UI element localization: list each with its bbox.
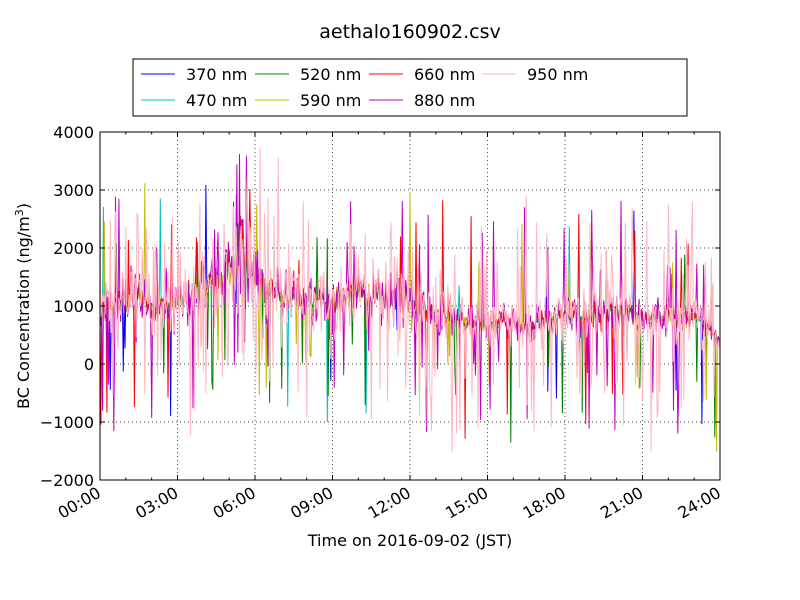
chart-title: aethalo160902.csv [319, 21, 501, 43]
series-line-950-nm [100, 147, 720, 452]
x-tick-label: 09:00 [287, 483, 336, 523]
x-tick-label: 06:00 [210, 483, 259, 523]
y-axis-label: BC Concentration (ng/m3) [13, 203, 33, 409]
x-axis-label: Time on 2016-09-02 (JST) [307, 531, 512, 550]
x-tick-label: 18:00 [520, 483, 569, 523]
legend: 370 nm 470 nm 520 nm 590 nm 660 nm 880 nm 950 … [132, 58, 688, 117]
series-layer [100, 147, 720, 452]
legend-box [132, 58, 688, 117]
y-tick-label: −1000 [40, 413, 94, 432]
y-tick-label: 4000 [53, 123, 94, 142]
legend-label: 590 nm [300, 91, 361, 110]
x-tick-label: 03:00 [132, 483, 181, 523]
series-line-590-nm [100, 183, 720, 452]
y-tick-label: 2000 [53, 239, 94, 258]
legend-label: 660 nm [414, 65, 475, 84]
legend-label: 370 nm [186, 65, 247, 84]
y-tick-label: −2000 [40, 471, 94, 490]
x-tick-label: 15:00 [442, 483, 491, 523]
y-tick-label: 0 [84, 355, 94, 374]
x-tick-label: 24:00 [675, 483, 724, 523]
x-tick-label: 21:00 [597, 483, 646, 523]
x-tick-label: 12:00 [365, 483, 414, 523]
legend-label: 470 nm [186, 91, 247, 110]
legend-label: 520 nm [300, 65, 361, 84]
y-tick-label: 3000 [53, 181, 94, 200]
legend-label: 950 nm [527, 65, 588, 84]
y-axis-label-main: BC Concentration (ng/m [14, 216, 33, 409]
y-tick-label: 1000 [53, 297, 94, 316]
legend-label: 880 nm [414, 91, 475, 110]
y-axis-label-superscript: 3 [13, 209, 26, 216]
y-axis-label-close: ) [14, 203, 33, 209]
